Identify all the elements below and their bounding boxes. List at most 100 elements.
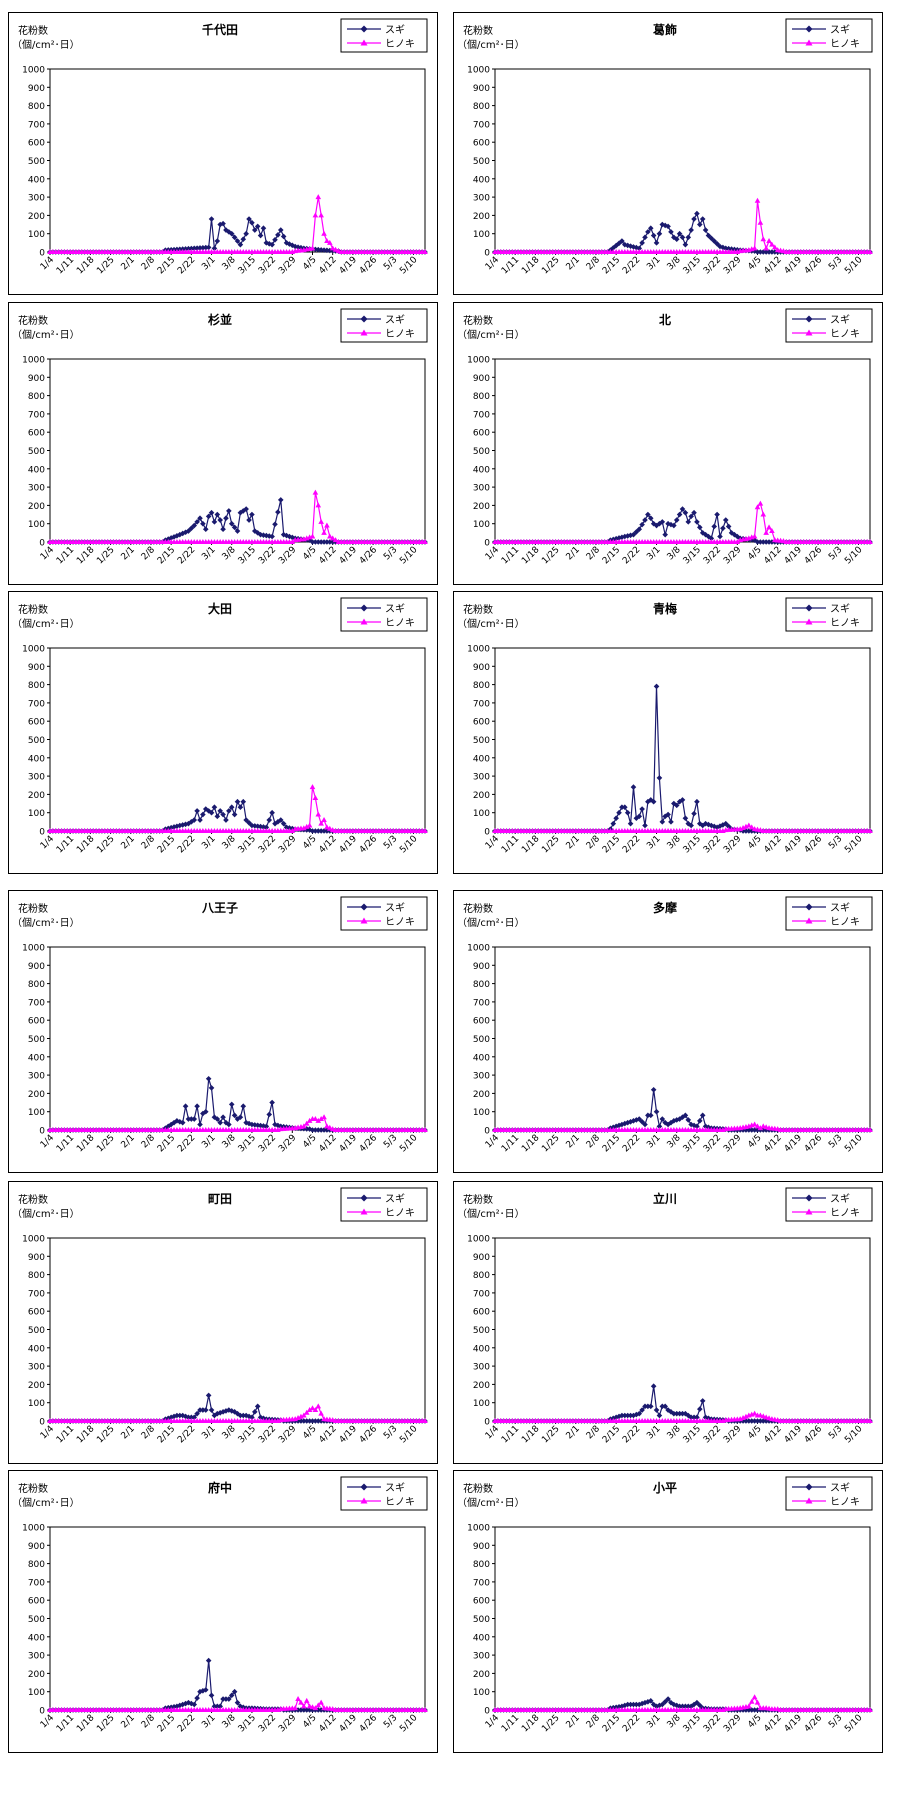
data-point-sugi (763, 539, 769, 545)
data-point-sugi (182, 821, 189, 828)
legend-label-hinoki: ヒノキ (830, 617, 860, 629)
data-point-hinoki (312, 795, 319, 801)
chart-panel: 多摩 花粉数 （個/cm²･日） スギ ヒノキ 0 100 200 300 400 500 600 70… (453, 890, 883, 1173)
data-point-hinoki (751, 1410, 758, 1416)
data-point-sugi (751, 1418, 758, 1424)
data-point-sugi (619, 1121, 625, 1128)
y-tick-label: 700 (28, 1289, 45, 1299)
series-hinoki (492, 500, 873, 544)
data-point-sugi (185, 528, 192, 534)
data-point-sugi (237, 804, 244, 811)
y-tick-label: 600 (28, 1308, 45, 1318)
data-point-hinoki (315, 811, 322, 817)
y-tick-label: 100 (28, 520, 45, 530)
chart-panel: 府中 花粉数 （個/cm²･日） スギ ヒノキ 0 100 200 300 400 500 600 70… (8, 1470, 438, 1753)
legend-marker-diamond (360, 1194, 368, 1202)
y-tick-label: 500 (28, 447, 45, 457)
data-point-sugi (263, 1123, 270, 1130)
y-tick-label: 500 (473, 1326, 490, 1336)
data-point-sugi (191, 1701, 198, 1708)
data-point-sugi (194, 1410, 200, 1417)
chart-title: 大田 (208, 601, 232, 616)
data-point-hinoki (315, 1702, 322, 1708)
data-point-sugi (220, 526, 226, 532)
data-point-sugi (185, 820, 192, 827)
y-tick-label: 300 (28, 1652, 45, 1662)
data-point-sugi (306, 1126, 313, 1132)
y-tick-label: 400 (473, 465, 490, 475)
y-tick-label: 0 (39, 828, 45, 838)
y-axis-unit: （個/cm²･日） (457, 38, 525, 51)
data-point-sugi (211, 245, 218, 252)
series-hinoki (492, 1694, 873, 1712)
data-point-sugi (697, 1702, 703, 1709)
data-point-sugi (231, 1688, 238, 1695)
data-point-sugi (662, 1403, 668, 1410)
data-point-sugi (177, 531, 183, 538)
y-tick-label: 600 (28, 429, 45, 439)
series-hinoki (47, 1696, 428, 1712)
chart-frame (8, 890, 438, 1173)
data-point-sugi (283, 240, 290, 246)
data-point-sugi (746, 828, 752, 834)
y-axis-unit: （個/cm²･日） (457, 1496, 525, 1509)
data-point-sugi (188, 525, 195, 532)
data-point-sugi (685, 234, 692, 241)
legend-label-hinoki: ヒノキ (385, 916, 415, 928)
data-point-sugi (208, 1407, 215, 1413)
data-point-sugi (636, 245, 643, 252)
data-point-hinoki (766, 524, 772, 530)
data-point-sugi (257, 823, 264, 830)
data-point-sugi (647, 1698, 654, 1704)
data-point-hinoki (746, 1703, 752, 1709)
y-axis-label: 花粉数 (463, 603, 493, 616)
data-point-hinoki (867, 249, 873, 254)
data-point-hinoki (751, 1121, 758, 1127)
legend-marker-triangle (360, 917, 368, 924)
data-point-sugi (766, 539, 772, 545)
legend-label-hinoki: ヒノキ (830, 38, 860, 50)
y-tick-label: 800 (28, 102, 45, 112)
data-point-sugi (185, 245, 192, 252)
data-point-sugi (659, 1116, 666, 1122)
data-point-hinoki (746, 822, 752, 828)
data-point-sugi (197, 515, 203, 522)
chart-panel: 千代田 花粉数 （個/cm²･日） スギ ヒノキ 0 100 200 300 400 500 600 7… (8, 12, 438, 295)
data-point-sugi (240, 236, 247, 242)
data-point-sugi (662, 531, 668, 538)
data-point-sugi (277, 497, 284, 503)
chart-panel: 八王子 花粉数 （個/cm²･日） スギ ヒノキ 0 100 200 300 400 500 600 7… (8, 890, 438, 1173)
data-point-sugi (760, 249, 767, 255)
data-point-hinoki (329, 245, 336, 251)
legend-box (785, 18, 873, 53)
data-point-sugi (226, 508, 232, 514)
data-point-sugi (237, 1412, 244, 1419)
y-tick-label: 300 (28, 484, 45, 494)
data-point-sugi (171, 534, 177, 540)
legend-box (340, 896, 428, 931)
y-tick-label: 600 (28, 718, 45, 728)
data-point-sugi (702, 1123, 709, 1130)
legend-box (340, 597, 428, 632)
data-point-sugi (231, 1409, 238, 1415)
data-point-sugi (650, 232, 657, 239)
legend-box (340, 308, 428, 343)
data-point-sugi (246, 819, 252, 826)
data-point-sugi (202, 1687, 209, 1693)
data-point-sugi (315, 1707, 322, 1713)
y-tick-label: 900 (473, 962, 490, 972)
legend-marker-diamond (805, 1483, 813, 1491)
y-tick-label: 900 (473, 84, 490, 94)
data-point-sugi (682, 815, 689, 821)
data-point-sugi (246, 216, 252, 222)
legend-marker-triangle (805, 618, 813, 625)
legend-label-hinoki: ヒノキ (385, 1207, 415, 1219)
data-point-sugi (205, 1392, 212, 1399)
data-point-sugi (220, 1696, 226, 1702)
chart-title: 杉並 (208, 312, 232, 327)
